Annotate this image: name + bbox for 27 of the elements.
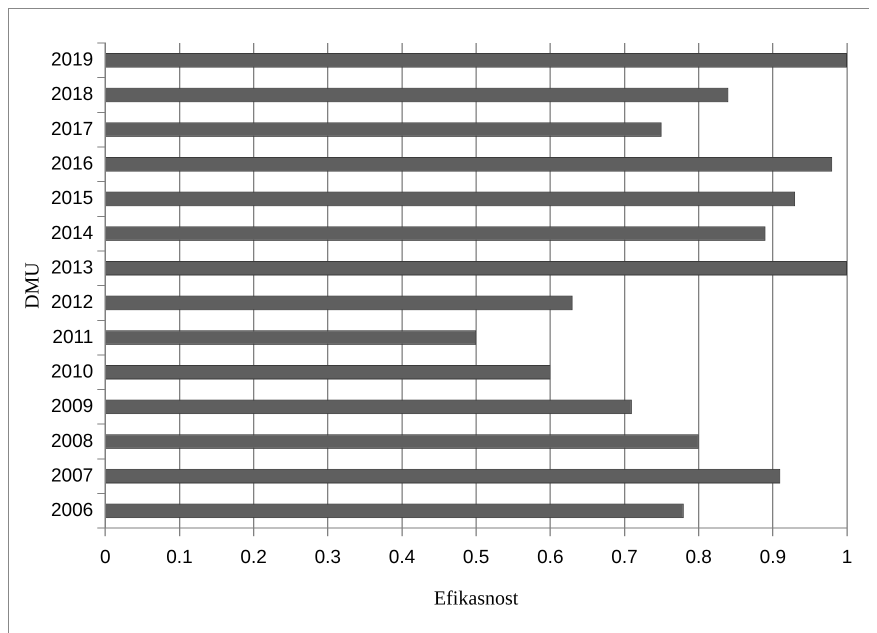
y-tick-label: 2014 <box>50 222 94 244</box>
y-tick-label: 2007 <box>50 465 94 486</box>
y-tick-label: 2012 <box>50 292 94 314</box>
y-tick-label: 2017 <box>50 118 94 140</box>
y-tick-label: 2015 <box>50 188 94 210</box>
y-tick-label: 2013 <box>50 258 94 279</box>
x-tick-label: 0 <box>100 546 111 568</box>
x-tick-label: 1 <box>842 546 852 568</box>
x-tick-label: 0.3 <box>314 546 341 568</box>
y-tick-label: 2006 <box>50 500 94 522</box>
x-tick-label: 0.7 <box>611 546 638 568</box>
y-tick-label: 2008 <box>50 430 94 452</box>
y-tick-label: 2018 <box>50 84 94 106</box>
y-tick-label: 2009 <box>50 396 94 418</box>
y-tick-label: 2010 <box>50 361 94 382</box>
x-tick-label: 0.6 <box>537 546 564 568</box>
x-tick-label: 0.1 <box>166 546 193 568</box>
y-tick-label: 2019 <box>50 50 94 71</box>
x-tick-label: 0.2 <box>240 546 267 568</box>
y-tick-label: 2016 <box>50 154 94 175</box>
x-tick-label: 0.4 <box>388 546 416 568</box>
x-tick-label: 0.5 <box>462 546 490 568</box>
y-axis-title: DMU <box>21 262 44 309</box>
y-tick-label: 2011 <box>52 326 94 348</box>
x-tick-label: 0.9 <box>760 546 786 568</box>
x-tick-label: 0.8 <box>685 546 712 568</box>
x-axis-title: Efikasnost <box>434 587 519 610</box>
